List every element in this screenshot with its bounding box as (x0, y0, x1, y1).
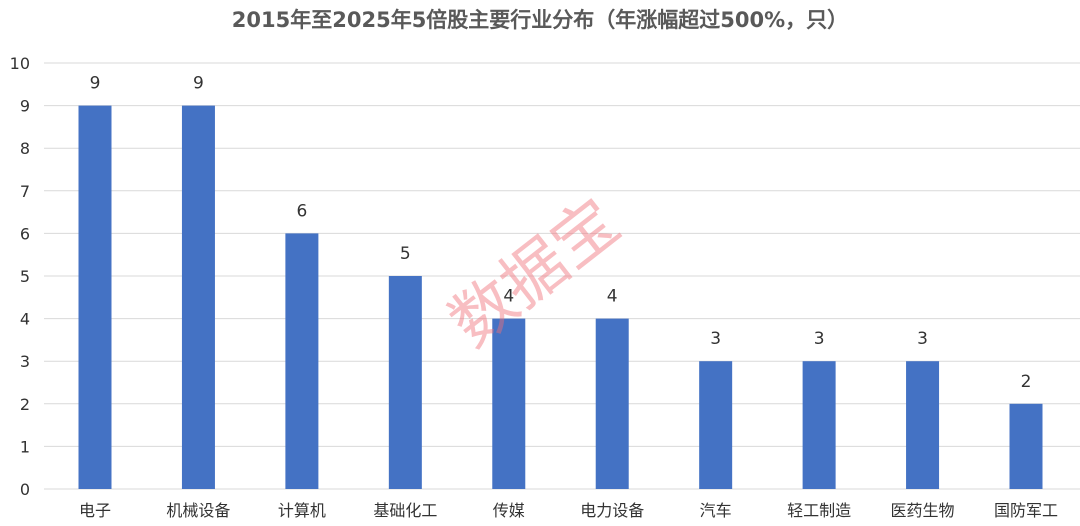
x-tick-label: 医药生物 (891, 501, 955, 520)
x-tick-label: 基础化工 (373, 501, 437, 520)
data-label: 9 (90, 74, 101, 94)
y-tick-label: 0 (20, 480, 30, 499)
x-tick-label: 机械设备 (166, 501, 230, 520)
y-tick-label: 6 (20, 224, 30, 243)
chart-title: 2015年至2025年5倍股主要行业分布（年涨幅超过500%，只） (232, 8, 848, 32)
x-tick-label: 国防军工 (994, 501, 1058, 520)
data-label: 3 (710, 329, 721, 349)
y-tick-label: 8 (20, 139, 30, 158)
x-tick-label: 汽车 (700, 501, 732, 520)
bar (699, 361, 733, 489)
data-label: 9 (193, 74, 204, 94)
bar (388, 276, 422, 489)
gridlines (44, 62, 1080, 490)
y-tick-label: 7 (20, 182, 30, 201)
bar (492, 318, 526, 489)
y-tick-label: 2 (20, 395, 30, 414)
x-tick-label: 轻工制造 (787, 501, 851, 520)
bar (802, 361, 836, 489)
bar (181, 105, 215, 489)
data-label: 6 (296, 201, 307, 221)
bar (78, 105, 112, 489)
data-label: 4 (607, 287, 618, 307)
bar (595, 318, 629, 489)
y-tick-label: 10 (10, 54, 30, 73)
data-labels: 9 9 6 5 4 4 3 3 3 2 (90, 74, 1032, 392)
bar (906, 361, 940, 489)
data-label: 5 (400, 244, 411, 264)
data-label: 2 (1021, 372, 1032, 392)
x-tick-label: 电力设备 (580, 501, 644, 520)
data-label: 3 (814, 329, 825, 349)
bar (1009, 403, 1043, 489)
y-tick-label: 4 (20, 310, 30, 329)
y-tick-label: 1 (20, 437, 30, 456)
y-tick-label: 3 (20, 352, 30, 371)
y-tick-label: 5 (20, 267, 30, 286)
x-tick-label: 传媒 (493, 501, 525, 520)
data-label: 4 (503, 287, 514, 307)
data-label: 3 (917, 329, 928, 349)
bar (285, 233, 319, 489)
x-tick-label: 计算机 (278, 501, 326, 520)
bars (78, 105, 1043, 489)
y-tick-label: 9 (20, 97, 30, 116)
y-axis: 0 1 2 3 4 5 6 7 8 9 10 (10, 54, 30, 499)
x-axis: 电子 机械设备 计算机 基础化工 传媒 电力设备 汽车 轻工制造 医药生物 国防军工 (79, 501, 1058, 520)
x-tick-label: 电子 (79, 501, 111, 520)
